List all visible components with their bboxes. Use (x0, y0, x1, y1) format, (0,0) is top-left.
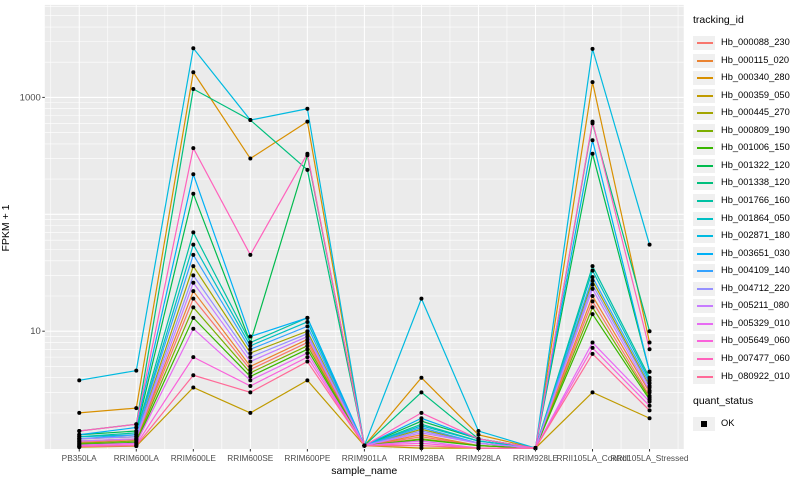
svg-text:10: 10 (30, 326, 41, 337)
svg-text:1000: 1000 (20, 92, 41, 103)
